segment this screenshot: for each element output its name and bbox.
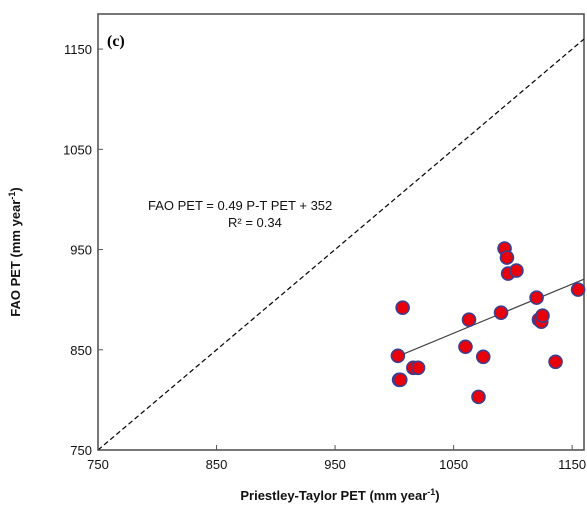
- data-point: [509, 263, 524, 278]
- data-point: [548, 354, 563, 370]
- y-axis-title: FAO PET (mm year-1): [7, 187, 23, 316]
- plot-frame: [97, 13, 585, 451]
- data-point: [529, 290, 544, 305]
- data-point: [471, 389, 486, 405]
- x-tick-label: 750: [87, 457, 109, 472]
- x-axis-title: Priestley-Taylor PET (mm year-1): [240, 487, 439, 503]
- data-point: [390, 348, 406, 364]
- x-tick-label: 950: [324, 457, 346, 472]
- data-point: [570, 282, 586, 297]
- one-to-one-line: [97, 38, 585, 451]
- data-point: [499, 250, 515, 265]
- y-axis-ticks: 750 850 950 1050 1150: [63, 42, 103, 458]
- y-tick-label: 750: [70, 443, 92, 458]
- data-point: [461, 312, 477, 328]
- x-tick-label: 1150: [558, 457, 586, 472]
- data-points: [390, 241, 586, 405]
- y-tick-label: 850: [70, 343, 92, 358]
- y-tick-label: 1150: [64, 42, 92, 57]
- data-point: [392, 372, 408, 388]
- r-squared-annotation: R² = 0.34: [228, 215, 282, 230]
- data-point: [458, 339, 473, 355]
- data-point: [410, 360, 426, 376]
- panel-label: (c): [107, 33, 125, 50]
- x-tick-label: 850: [206, 457, 228, 472]
- data-point: [493, 305, 509, 320]
- y-tick-label: 950: [70, 243, 92, 258]
- x-tick-label: 1050: [439, 457, 468, 472]
- data-point: [475, 349, 491, 365]
- x-axis-ticks: 750 850 950 1050 1150: [87, 445, 586, 472]
- data-point: [395, 300, 410, 315]
- regression-line: [397, 278, 585, 357]
- data-point: [535, 308, 550, 323]
- y-tick-label: 1050: [63, 142, 92, 157]
- equation-annotation: FAO PET = 0.49 P-T PET + 352: [148, 198, 332, 213]
